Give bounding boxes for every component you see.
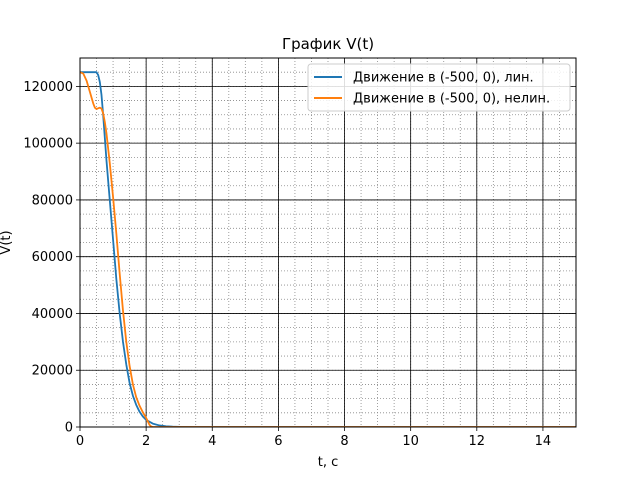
- y-tick-label: 120000: [23, 80, 73, 95]
- ticks-layer: 0 2 4 6 8 10 12 14 0 20000 40000 60000 80000 100000 12…: [23, 80, 551, 449]
- y-tick-label: 20000: [32, 364, 73, 379]
- x-axis-label: t, c: [318, 455, 339, 470]
- x-tick-label: 8: [340, 434, 348, 449]
- y-tick-label: 40000: [32, 307, 73, 322]
- y-tick-label: 0: [65, 421, 73, 436]
- y-tick-label: 100000: [23, 137, 73, 152]
- x-tick-label: 4: [208, 434, 216, 449]
- minor-grid: [79, 57, 577, 428]
- y-tick-label: 60000: [32, 250, 73, 265]
- legend-label-1: Движение в (-500, 0), лин.: [353, 71, 534, 86]
- x-tick-label: 14: [535, 434, 552, 449]
- y-axis-label: V(t): [0, 230, 14, 254]
- legend: Движение в (-500, 0), лин. Движение в (-5…: [307, 63, 571, 112]
- x-tick-label: 2: [142, 434, 150, 449]
- series-line-2: [80, 71, 576, 427]
- chart-title: График V(t): [282, 35, 374, 53]
- y-tick-label: 80000: [32, 193, 73, 208]
- x-tick-label: 6: [274, 434, 282, 449]
- legend-label-2: Движение в (-500, 0), нелин.: [353, 92, 550, 107]
- x-tick-label: 0: [76, 434, 84, 449]
- major-grid: [79, 58, 576, 428]
- plot-area-frame: [79, 57, 577, 428]
- x-tick-label: 12: [469, 434, 486, 449]
- x-tick-label: 10: [402, 434, 419, 449]
- legend-box: [307, 63, 571, 112]
